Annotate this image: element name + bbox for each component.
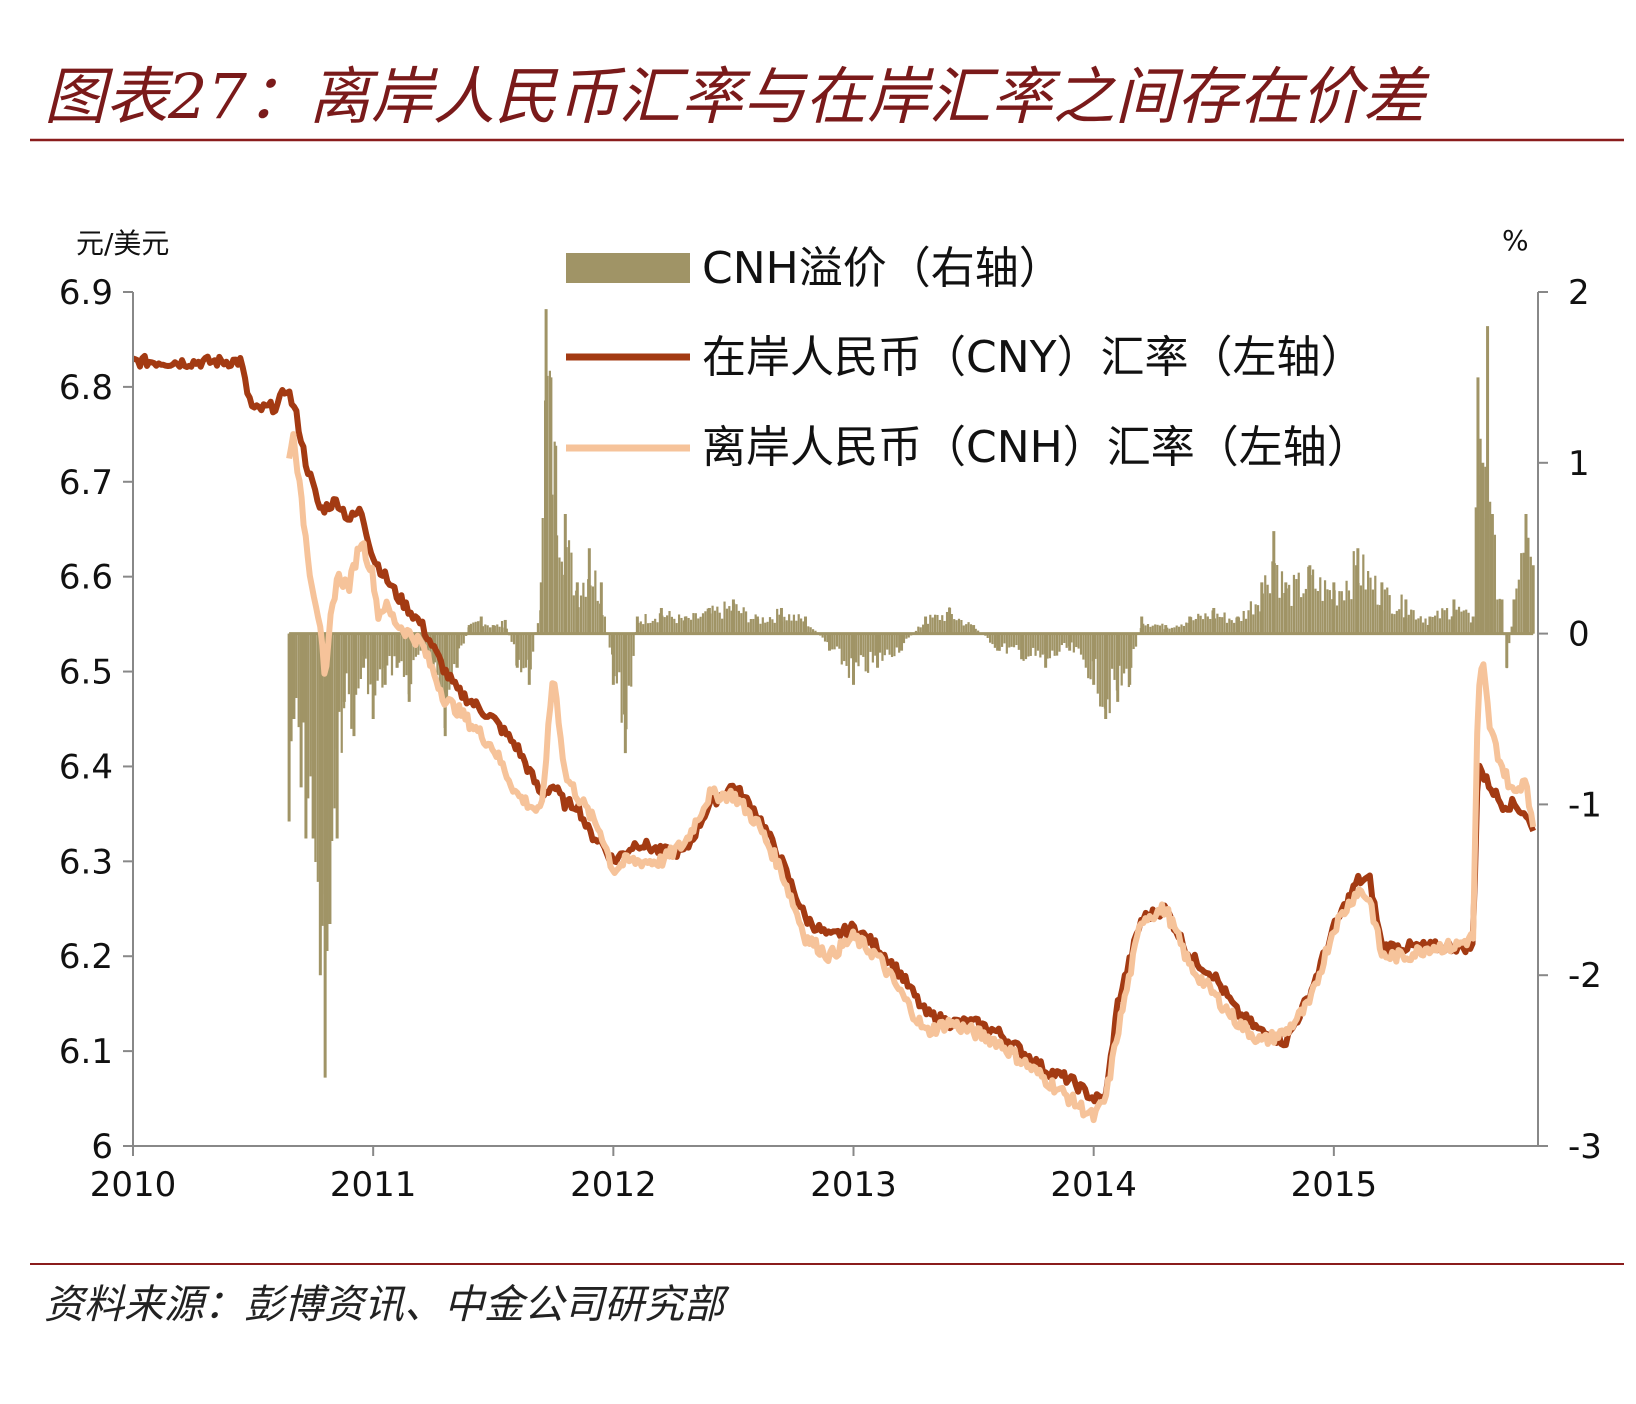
source-note: 资料来源：彭博资讯、中金公司研究部 [44,1282,730,1328]
left-tick-label: 6.6 [59,558,113,598]
right-axis-unit: % [1502,224,1529,257]
legend-label-cny: 在岸人民币（CNY）汇率（左轴） [702,332,1365,383]
right-tick-label: 1 [1568,444,1590,484]
axes: 6.9 6.8 6.7 6.6 6.5 6.4 6.3 6.2 6.1 6 2 1 0 -1 -2 -3 201… [59,273,1602,1205]
right-tick-label: 0 [1568,615,1590,655]
right-tick-label: 2 [1568,273,1590,313]
left-tick-label: 6.5 [59,653,113,693]
legend-label-cnh: 离岸人民币（CNH）汇率（左轴） [702,422,1371,473]
x-tick-label: 2012 [570,1165,657,1205]
left-tick-label: 6 [91,1127,113,1167]
left-tick-label: 6.2 [59,937,113,977]
x-tick-label: 2015 [1291,1165,1378,1205]
cnh-line [286,431,1537,1124]
rate-lines [132,352,1537,1124]
right-tick-label: -1 [1568,785,1602,825]
legend-label-premium: CNH溢价（右轴） [702,243,1063,294]
left-tick-label: 6.1 [59,1032,113,1072]
x-tick-label: 2014 [1050,1165,1137,1205]
legend: CNH溢价（右轴） 在岸人民币（CNY）汇率（左轴） 离岸人民币（CNH）汇率（… [566,243,1371,473]
left-tick-label: 6.8 [59,368,113,408]
left-tick-label: 6.7 [59,463,113,503]
page-title: 图表27：离岸人民币汇率与在岸汇率之间存在价差 [44,60,1430,133]
legend-swatch-premium [566,253,690,283]
x-tick-label: 2013 [810,1165,897,1205]
right-tick-label: -2 [1568,956,1602,996]
left-tick-label: 6.9 [59,273,113,313]
right-tick-label: -3 [1568,1127,1602,1167]
left-tick-label: 6.3 [59,842,113,882]
left-tick-label: 6.4 [59,747,113,787]
x-tick-label: 2010 [90,1165,177,1205]
x-tick-label: 2011 [330,1165,417,1205]
left-axis-unit: 元/美元 [76,227,169,260]
